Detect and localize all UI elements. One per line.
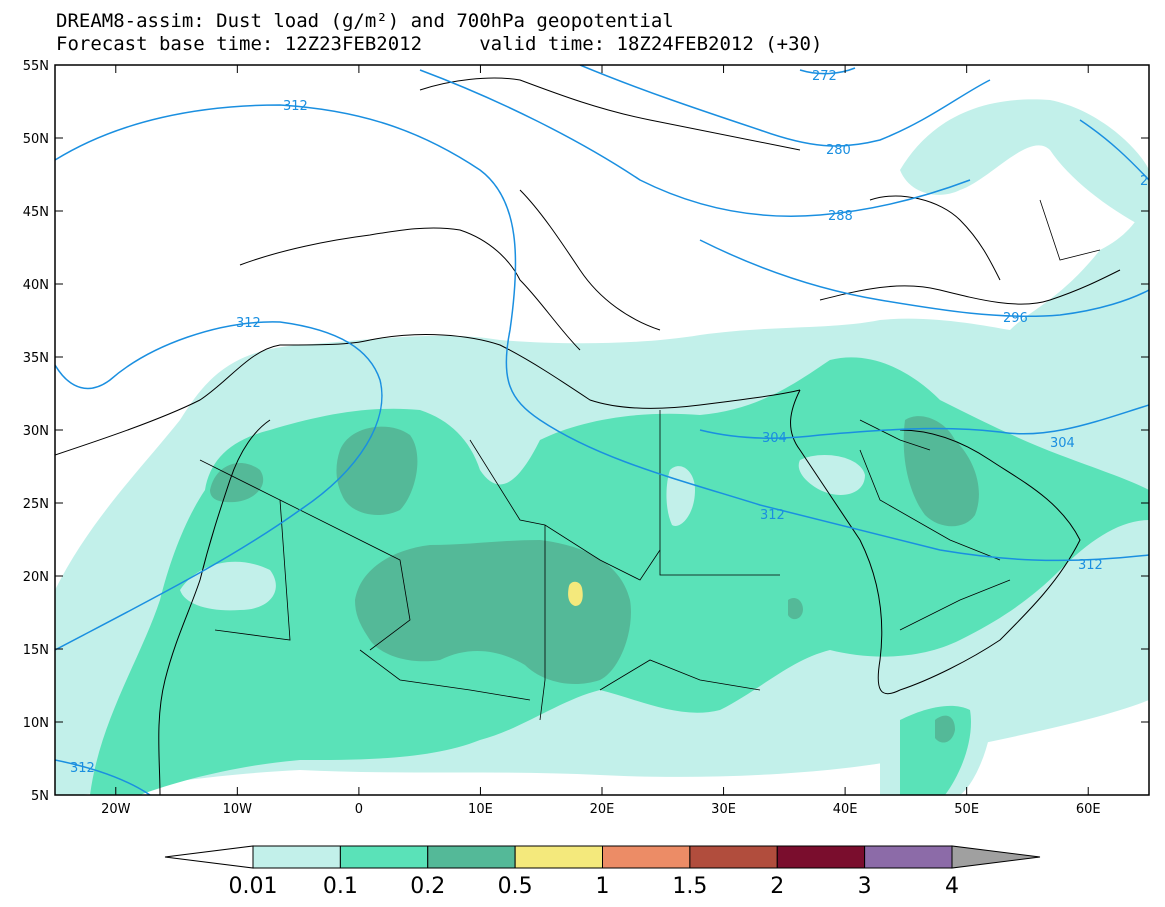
svg-text:312: 312 <box>236 316 261 331</box>
colorbar-label: 0.1 <box>323 874 358 899</box>
lon-tick-label: 10E <box>468 802 493 817</box>
contour-labels: 272 280 288 296 304 312 312 312 312 312 … <box>70 69 1148 776</box>
map-title: DREAM8-assim: Dust load (g/m²) and 700hP… <box>56 10 674 32</box>
svg-text:2: 2 <box>1140 174 1148 189</box>
colorbar-swatch <box>776 845 866 869</box>
colorbar-swatch <box>252 845 341 869</box>
lat-tick-label: 20N <box>23 570 49 585</box>
svg-text:304: 304 <box>762 431 787 446</box>
svg-text:304: 304 <box>1050 436 1075 451</box>
lon-tick-label: 30E <box>711 802 736 817</box>
lat-tick-label: 45N <box>23 205 49 220</box>
clear-patch-egypt <box>666 466 695 526</box>
lon-tick-label: 60E <box>1076 802 1101 817</box>
colorbar-label: 0.2 <box>410 874 445 899</box>
lat-tick-label: 35N <box>23 351 49 366</box>
colorbar-under-arrow <box>164 845 254 869</box>
colorbar-swatch <box>864 845 953 869</box>
colorbar-swatch <box>602 845 691 869</box>
colorbar-swatch <box>514 845 603 869</box>
svg-text:312: 312 <box>70 761 95 776</box>
colorbar-label: 2 <box>770 874 784 899</box>
dust-region-0.2-mauritania <box>210 462 264 503</box>
map-subtitle: Forecast base time: 12Z23FEB2012 valid t… <box>56 33 823 55</box>
colorbar-legend: 0.01 0.1 0.2 0.5 1 1.5 2 3 4 <box>164 845 1041 899</box>
contour-312-north <box>55 104 1149 562</box>
colorbar-label: 1.5 <box>672 874 707 899</box>
lon-tick-label: 50E <box>954 802 979 817</box>
contour-312-south <box>55 759 151 795</box>
clear-patch-arabia <box>798 455 865 495</box>
lon-tick-label: 0 <box>355 802 363 817</box>
contour-296 <box>699 239 1149 318</box>
dust-region-0.5 <box>568 581 583 606</box>
dust-region-0.01-ne <box>900 99 1149 231</box>
svg-text:312: 312 <box>760 508 785 523</box>
svg-text:288: 288 <box>828 209 853 224</box>
contour-304 <box>699 404 1149 440</box>
colorbar-label: 0.01 <box>229 874 278 899</box>
latitude-axis: 5N 10N 15N 20N 25N 30N 35N 40N 45N 50N 55N <box>23 59 1149 804</box>
dust-region-0.2-algeria <box>336 426 418 515</box>
lat-tick-label: 5N <box>31 789 49 804</box>
svg-text:296: 296 <box>1003 311 1028 326</box>
contour-ne-edge <box>1079 119 1149 181</box>
contour-312-west <box>55 321 383 651</box>
contour-280 <box>579 65 991 147</box>
colorbar-label: 4 <box>945 874 959 899</box>
dust-region-0.2-sudan <box>788 598 803 620</box>
svg-text:312: 312 <box>1078 558 1103 573</box>
lat-tick-label: 55N <box>23 59 49 74</box>
lat-tick-label: 10N <box>23 716 49 731</box>
colorbar-label: 0.5 <box>498 874 533 899</box>
colorbar-label: 3 <box>858 874 872 899</box>
colorbar-swatch <box>689 845 778 869</box>
colorbar-over-arrow <box>951 845 1041 869</box>
lat-tick-label: 40N <box>23 278 49 293</box>
lat-tick-label: 30N <box>23 424 49 439</box>
clear-patch-west-sahara <box>180 561 276 611</box>
dust-region-0.2-somalia <box>935 715 955 743</box>
lat-tick-label: 25N <box>23 497 49 512</box>
svg-text:272: 272 <box>812 69 837 84</box>
svg-text:312: 312 <box>283 99 308 114</box>
dust-region-0.2-sahel <box>355 540 631 685</box>
lon-tick-label: 40E <box>833 802 858 817</box>
lat-tick-label: 50N <box>23 132 49 147</box>
lon-tick-label: 10W <box>223 802 253 817</box>
coastlines <box>55 77 1121 795</box>
colorbar-swatch <box>427 845 516 869</box>
country-borders <box>199 199 1101 721</box>
contour-288 <box>419 69 971 217</box>
geopotential-contours <box>55 65 1149 795</box>
lon-tick-label: 20W <box>101 802 131 817</box>
dust-region-0.2-arabia <box>903 416 979 527</box>
colorbar-label: 1 <box>596 874 610 899</box>
colorbar-swatch <box>339 845 429 869</box>
longitude-axis: 20W 10W 0 10E 20E 30E 40E 50E 60E <box>101 65 1101 817</box>
lon-tick-label: 20E <box>590 802 615 817</box>
svg-text:280: 280 <box>826 143 851 158</box>
lat-tick-label: 15N <box>23 643 49 658</box>
contour-272 <box>799 67 856 75</box>
